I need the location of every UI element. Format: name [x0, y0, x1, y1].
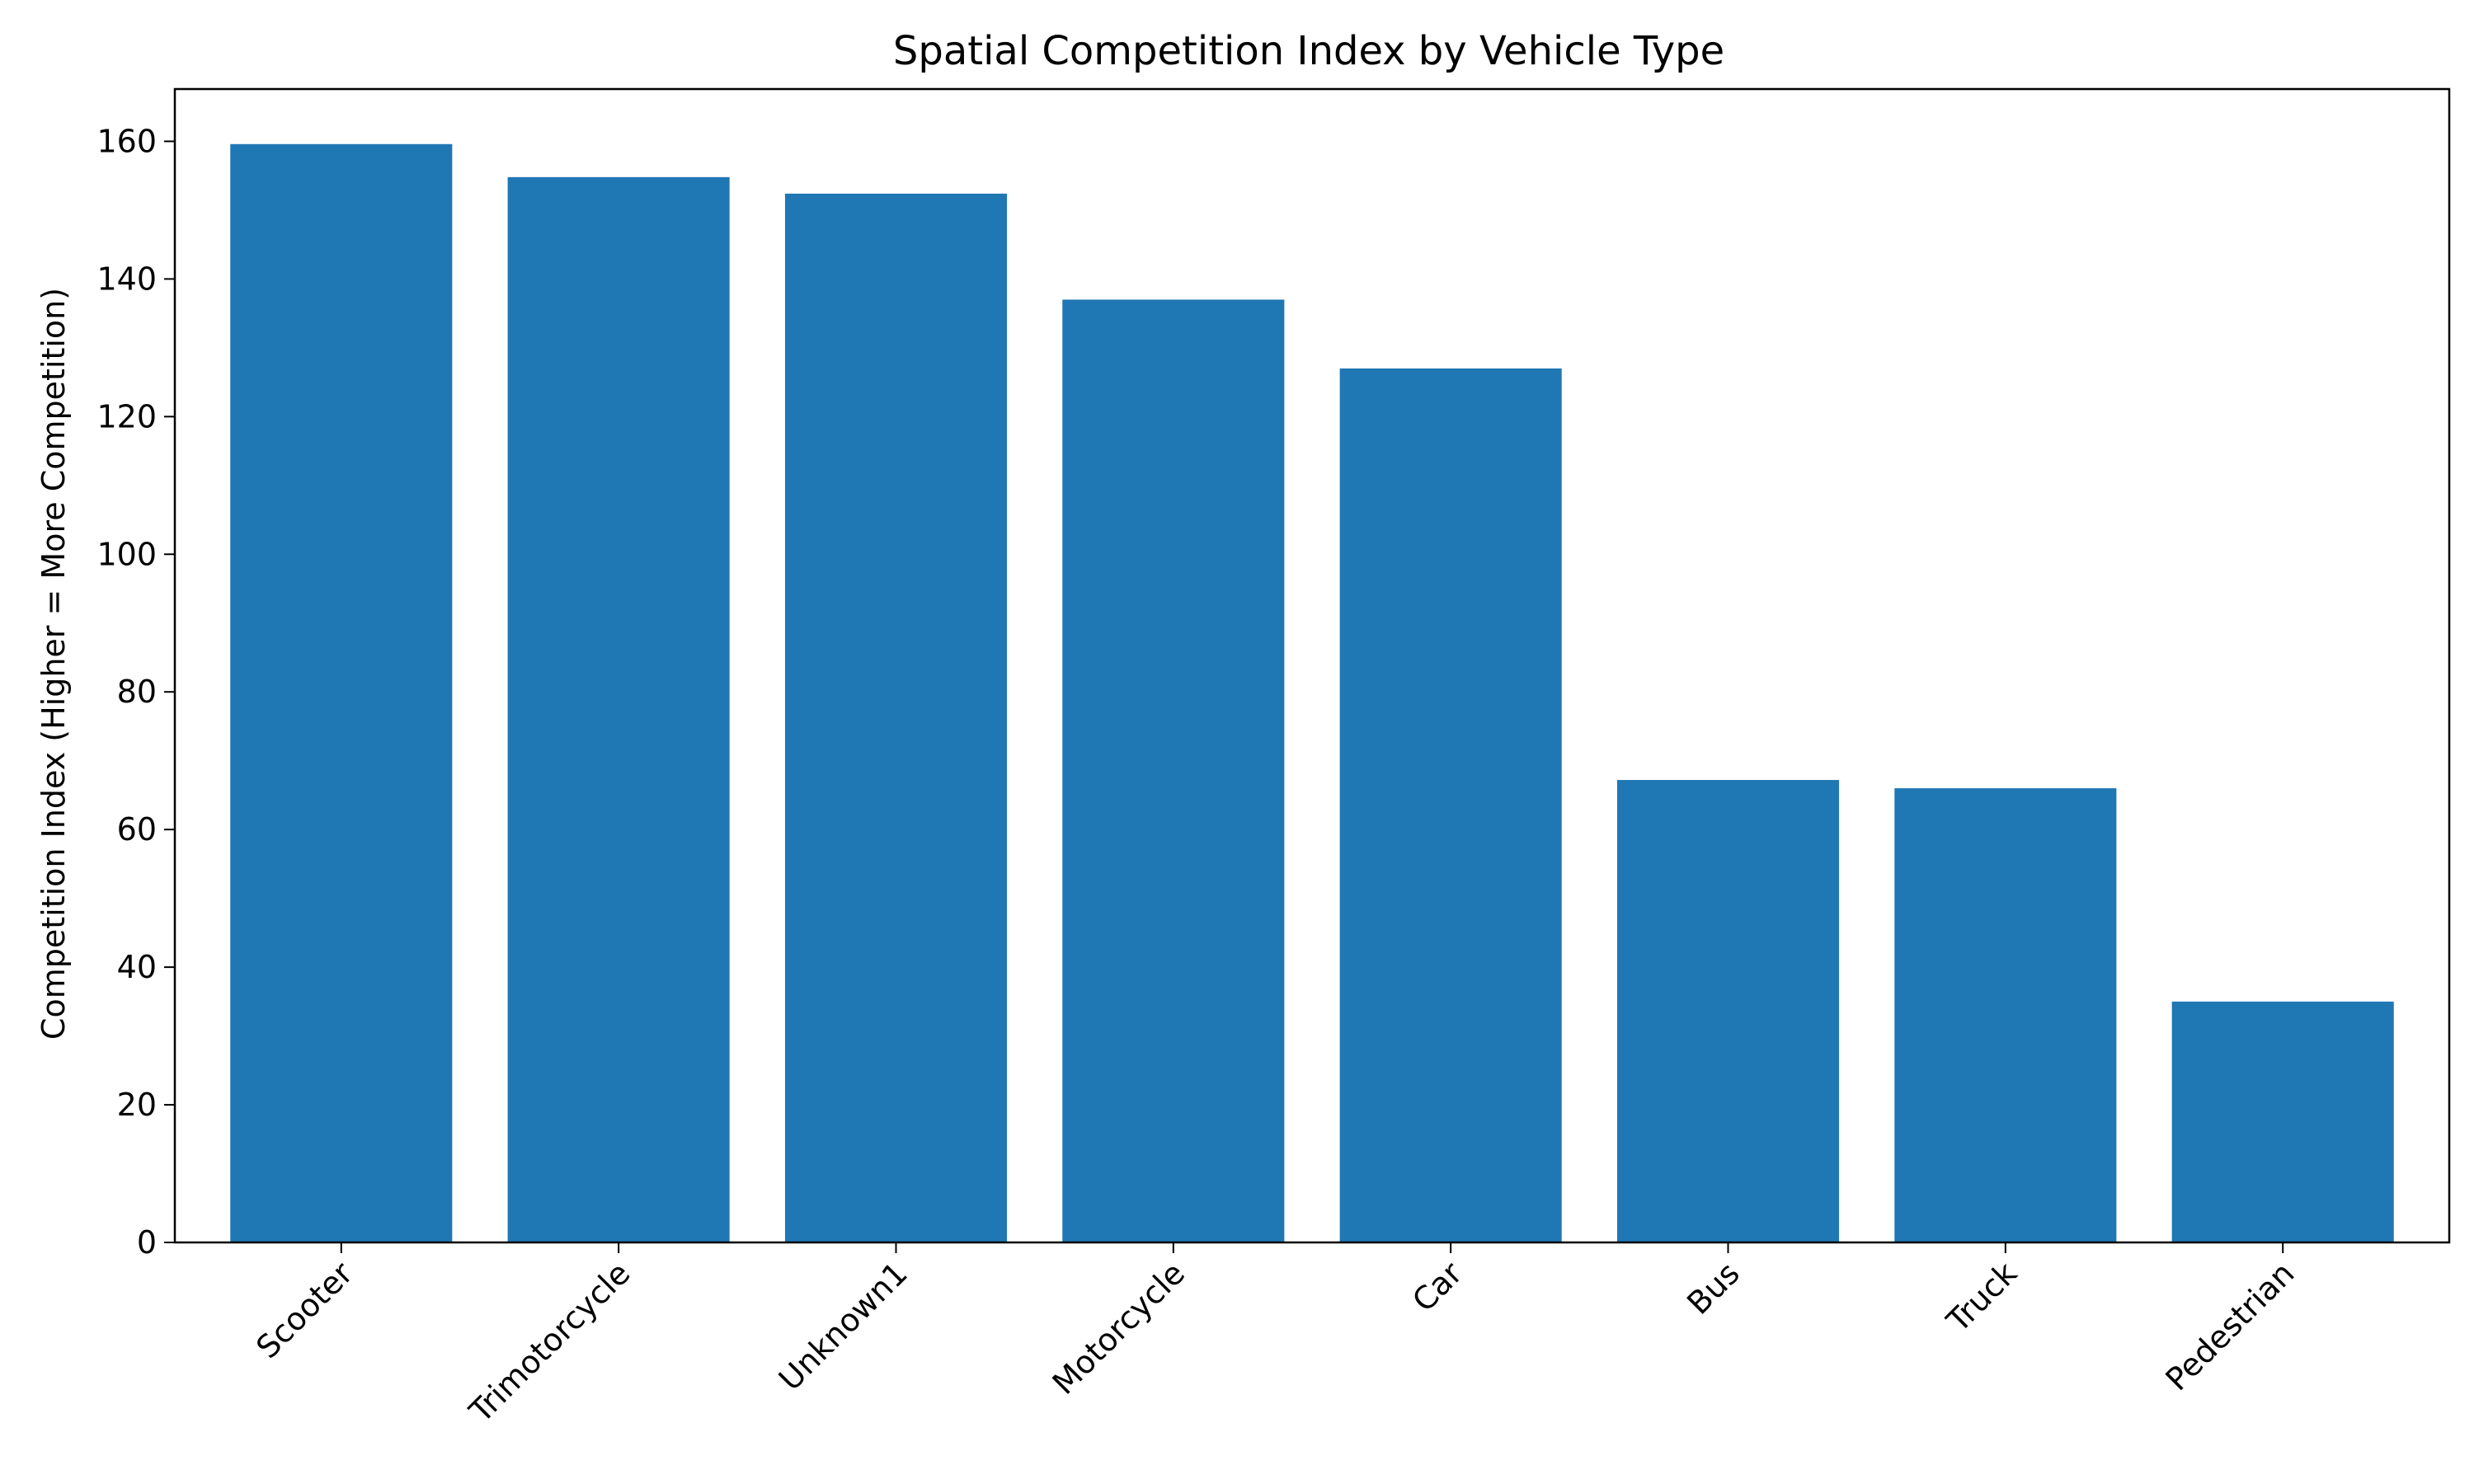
y-tick-label-80: 80 [117, 674, 157, 710]
y-axis-label: Competition Index (Higher = More Competi… [35, 288, 72, 1040]
bar-motorcycle [1062, 299, 1285, 1242]
x-tick-label-bus: Bus [1680, 1255, 1747, 1322]
x-tick-label-pedestrian: Pedestrian [2159, 1255, 2302, 1397]
x-tick-label-car: Car [1405, 1255, 1470, 1319]
y-tick-label-20: 20 [117, 1087, 157, 1123]
x-tick-label-trimotorcycle: Trimotorcycle [462, 1255, 637, 1430]
y-tick-label-60: 60 [117, 811, 157, 848]
x-axis-ticks: Scooter Trimotorcycle Unknown1 Motorcycle Ca… [249, 1242, 2302, 1430]
bar-scooter [230, 143, 453, 1242]
bar-pedestrian [2171, 1001, 2394, 1242]
y-tick-label-40: 40 [117, 949, 157, 985]
x-tick-label-truck: Truck [1940, 1255, 2025, 1340]
y-tick-label-120: 120 [96, 398, 157, 434]
y-tick-label-140: 140 [96, 261, 157, 297]
bars-group [230, 143, 2394, 1243]
x-tick-label-scooter: Scooter [249, 1255, 360, 1365]
plot-frame [173, 87, 2451, 1244]
x-tick-label-motorcycle: Motorcycle [1046, 1255, 1192, 1402]
x-tick-label-unknown1: Unknown1 [772, 1255, 915, 1397]
chart-title: Spatial Competition Index by Vehicle Typ… [893, 28, 1724, 74]
y-axis-ticks: 0 20 40 60 80 100 120 140 160 [96, 123, 175, 1261]
bar-truck [1894, 788, 2117, 1242]
bar-bus [1616, 780, 1840, 1242]
y-tick-label-100: 100 [96, 536, 157, 572]
bar-unknown1 [784, 193, 1008, 1242]
bar-car [1339, 368, 1562, 1242]
y-tick-label-0: 0 [137, 1224, 157, 1261]
bar-trimotorcycle [507, 176, 730, 1243]
y-tick-label-160: 160 [96, 123, 157, 159]
